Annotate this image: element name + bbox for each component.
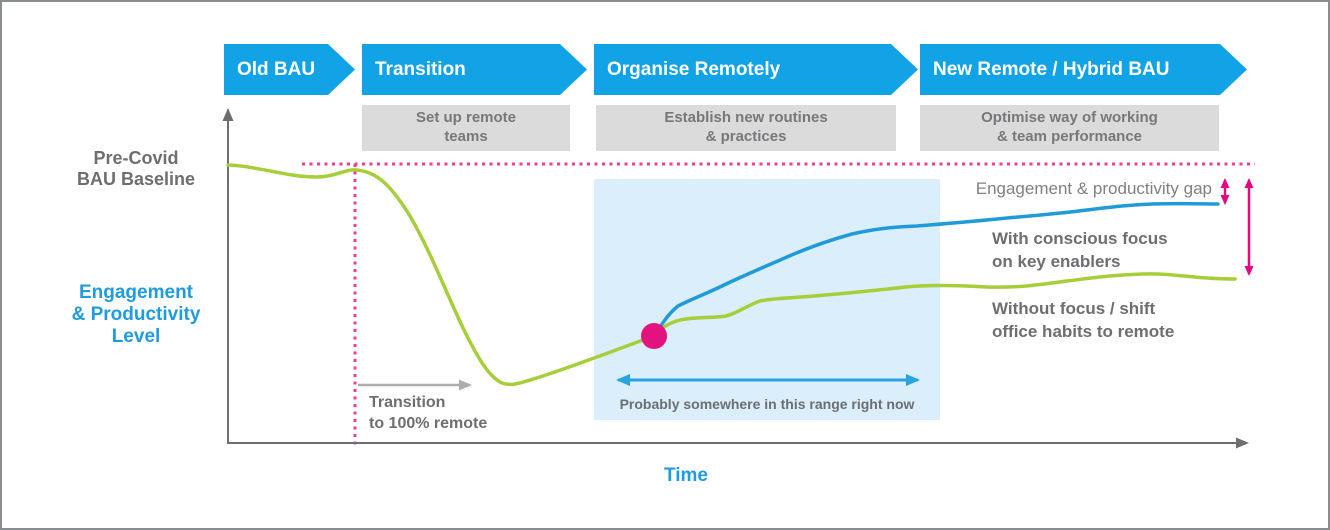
activity-box-label: Set up remote teams [415,109,517,145]
phase-banner-label: Old BAU [237,58,316,80]
curve-with-focus [652,201,1220,338]
phase-banner-label: Organise Remotely [607,58,781,80]
phase-banner-old-bau: Old BAU [224,44,355,95]
probable-range-label: Probably somewhere in this range right n… [619,396,915,412]
transition-event-label: Transition to 100% remote [369,394,488,432]
phase-banner-transition: Transition [362,44,587,95]
without-focus-label: Without focus / shift office habits to r… [992,299,1175,341]
activity-box-organise-remotely: Establish new routines & practices [596,105,896,151]
gap-label: Engagement & productivity gap [975,179,1212,198]
phase-banner-new-remote-hybrid-bau: New Remote / Hybrid BAU [920,44,1247,95]
activity-box-label: Establish new routines & practices [664,109,828,145]
activity-box-label: Optimise way of working & team performan… [981,109,1158,145]
activity-box-new-bau: Optimise way of working & team performan… [920,105,1219,151]
baseline-label: Pre-Covid BAU Baseline [76,148,196,189]
y-axis-label: Engagement & Productivity Level [71,282,201,348]
curve-without-focus [226,163,1237,387]
phase-banner-organise-remotely: Organise Remotely [594,44,918,95]
activity-box-transition: Set up remote teams [362,105,570,151]
with-focus-label: With conscious focus on key enablers [992,229,1168,271]
x-axis-label: Time [663,465,708,486]
current-position-dot [641,323,667,349]
phase-banner-label: Transition [375,58,466,80]
phase-banner-label: New Remote / Hybrid BAU [933,58,1170,80]
